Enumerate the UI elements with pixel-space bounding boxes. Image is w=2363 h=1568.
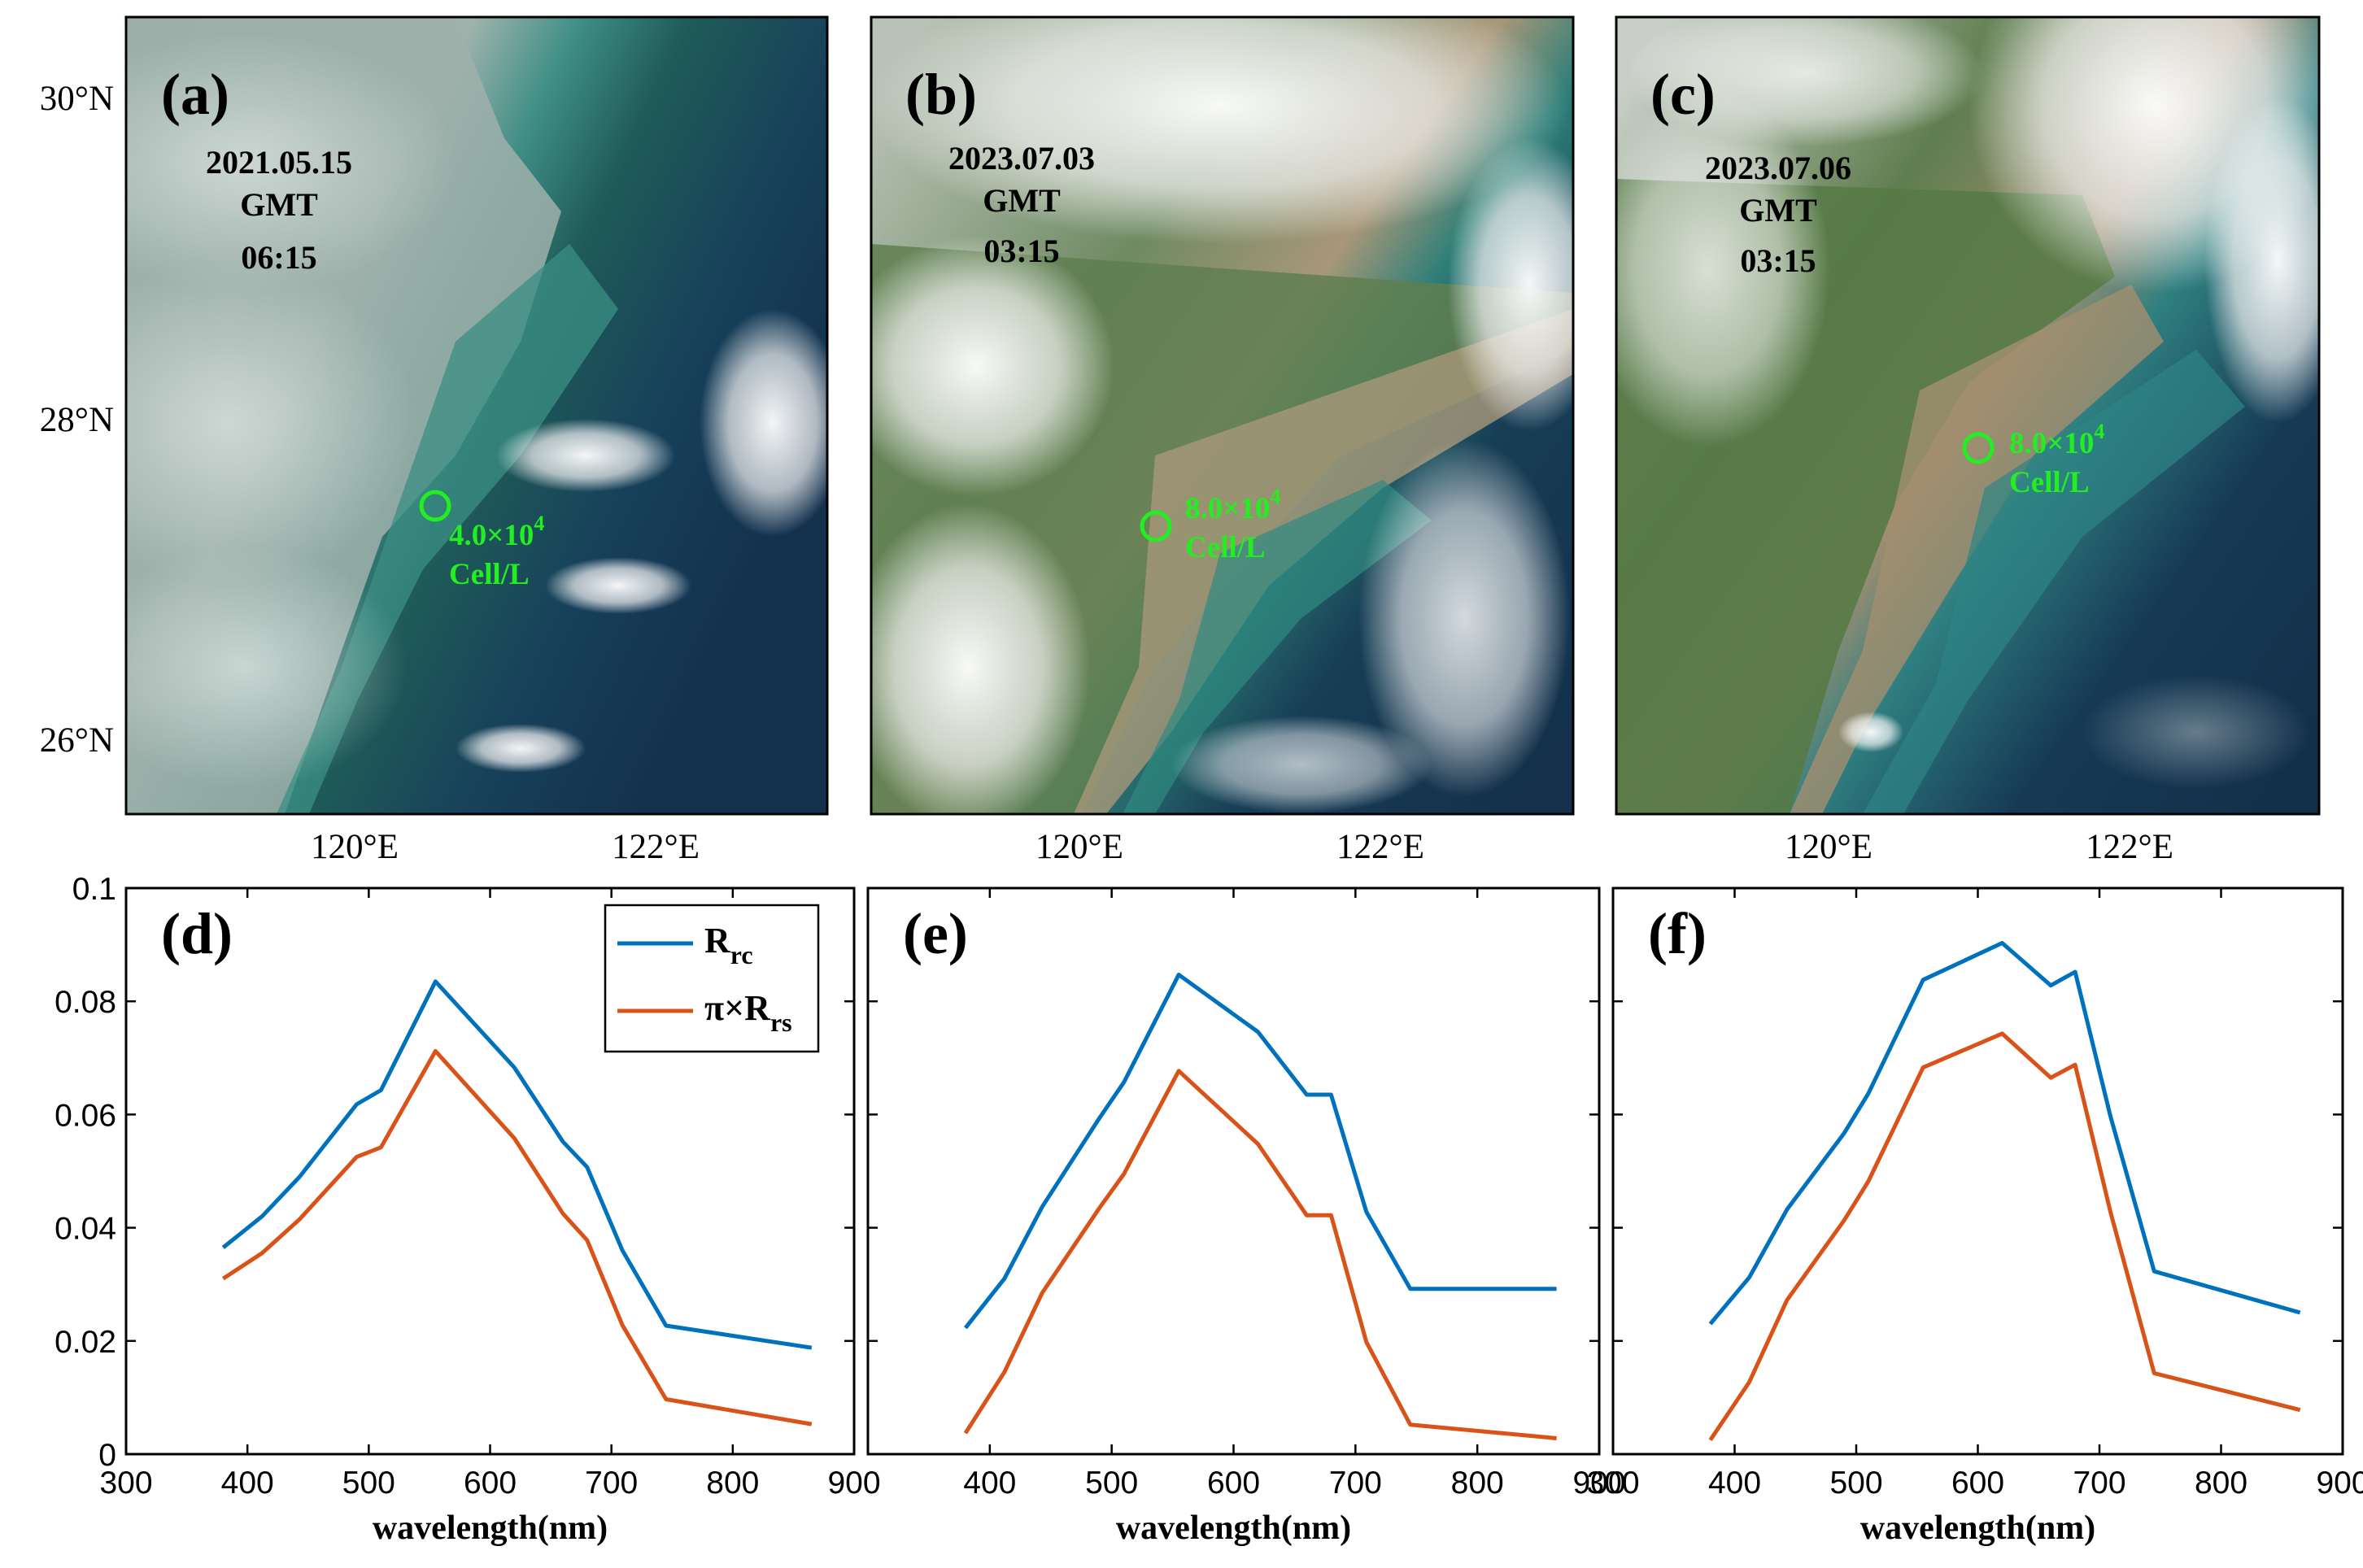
- legend-rrc-sub: rc: [730, 940, 753, 969]
- series-line-pirrs: [1708, 1031, 2301, 1441]
- density-b-mantissa: 8.0×10: [1185, 492, 1270, 525]
- sampling-marker-b: [1140, 510, 1172, 542]
- lon-label-b-122e: 122°E: [1336, 828, 1424, 866]
- series-line-rrc: [1708, 941, 2301, 1326]
- x-tick-label-500: 500: [1085, 1466, 1138, 1500]
- map-lat-labels: 30°N 28°N 26°N: [40, 80, 114, 760]
- unit-a: Cell/L: [449, 558, 530, 591]
- x-axis-label: wavelength(nm): [373, 1509, 608, 1547]
- legend-label-rrc: Rrc: [704, 921, 753, 969]
- legend-box: [604, 904, 820, 1053]
- series-line-rrc: [963, 973, 1557, 1330]
- x-tick-label-400: 400: [221, 1466, 274, 1500]
- y-tick-label-0.02: 0.02: [54, 1325, 116, 1360]
- zone-a: GMT: [240, 186, 318, 223]
- unit-c: Cell/L: [2009, 466, 2090, 499]
- x-tick-label-400: 400: [963, 1466, 1016, 1500]
- x-tick-label-500: 500: [342, 1466, 395, 1500]
- map-panel-c: (c) 2023.07.06 GMT 03:15 8.0×104 Cell/L: [1615, 15, 2321, 816]
- lat-label-26n: 26°N: [40, 721, 114, 760]
- spectrum-chart-f: 300 400 500 600 700 800 900 wavelength(nm) (f): [1586, 886, 2363, 1547]
- time-c: 03:15: [1740, 242, 1816, 279]
- unit-b: Cell/L: [1185, 531, 1266, 564]
- x-tick-label-900: 900: [827, 1466, 880, 1500]
- time-a: 06:15: [241, 239, 316, 276]
- legend: Rrc π×Rrs: [604, 904, 820, 1053]
- map-panel-a: (a) 2021.05.15 GMT 06:15 4.0×104 Cell/L: [124, 15, 829, 816]
- date-b: 2023.07.03: [948, 140, 1095, 176]
- density-b-exp: 4: [1270, 485, 1280, 508]
- plot-area-2: [1611, 886, 2344, 1456]
- legend-label-pirrs: π×Rrs: [704, 988, 792, 1037]
- time-b: 03:15: [983, 233, 1059, 269]
- density-c: 8.0×104: [2009, 420, 2104, 460]
- panel-label-b: (b): [905, 62, 977, 127]
- x-tick-label-400: 400: [1708, 1466, 1761, 1500]
- x-tick-label-300: 300: [99, 1466, 152, 1500]
- y-tick-label-0.1: 0.1: [72, 872, 116, 907]
- x-axis-label: wavelength(nm): [1860, 1509, 2095, 1547]
- density-a-exp: 4: [534, 512, 544, 535]
- x-tick-label-700: 700: [585, 1466, 638, 1500]
- zone-c: GMT: [1739, 192, 1817, 229]
- panel-label: (f): [1648, 901, 1707, 966]
- density-c-mantissa: 8.0×10: [2009, 427, 2094, 460]
- lon-label-c-122e: 122°E: [2086, 828, 2173, 866]
- x-tick-label-900: 900: [2316, 1466, 2363, 1500]
- lon-label-c-120e: 120°E: [1785, 828, 1873, 866]
- legend-pirrs-base: π×R: [704, 988, 771, 1028]
- map-panel-b: (b) 2023.07.03 GMT 03:15 8.0×104 Cell/L: [870, 15, 1575, 816]
- panel-label-c: (c): [1650, 62, 1716, 127]
- x-tick-label-800: 800: [2195, 1466, 2247, 1500]
- y-tick-label-0.06: 0.06: [54, 1098, 116, 1133]
- x-tick-label-600: 600: [464, 1466, 517, 1500]
- spectrum-chart-e: 400 500 600 700 800 900 wavelength(nm) (e): [866, 886, 1626, 1547]
- zone-b: GMT: [983, 182, 1061, 219]
- lat-label-28n: 28°N: [40, 401, 114, 439]
- x-tick-label-700: 700: [2073, 1466, 2125, 1500]
- x-tick-label-600: 600: [1951, 1466, 2004, 1500]
- date-c: 2023.07.06: [1705, 150, 1851, 186]
- x-tick-label-600: 600: [1207, 1466, 1260, 1500]
- satellite-image-b: [871, 17, 1573, 814]
- density-b: 8.0×104: [1185, 485, 1280, 525]
- x-tick-label-800: 800: [706, 1466, 759, 1500]
- date-a: 2021.05.15: [206, 144, 352, 181]
- panel-label: (e): [903, 901, 968, 966]
- panel-label: (d): [161, 901, 233, 966]
- legend-pirrs-sub: rs: [770, 1008, 792, 1037]
- density-c-exp: 4: [2094, 420, 2104, 443]
- satellite-image-a: [126, 17, 827, 814]
- lon-label-a-122e: 122°E: [612, 828, 700, 866]
- density-a: 4.0×104: [449, 512, 544, 552]
- y-tick-label-0: 0: [98, 1438, 116, 1473]
- x-tick-label-300: 300: [1586, 1466, 1639, 1500]
- y-tick-label-0.08: 0.08: [54, 985, 116, 1020]
- density-a-mantissa: 4.0×10: [449, 519, 534, 552]
- plot-area-1: [866, 886, 1601, 1456]
- y-tick-label-0.04: 0.04: [54, 1212, 116, 1247]
- x-axis-label: wavelength(nm): [1116, 1509, 1351, 1547]
- series-line-pirrs: [221, 1048, 813, 1426]
- lon-label-a-120e: 120°E: [311, 828, 399, 866]
- lon-label-b-120e: 120°E: [1035, 828, 1123, 866]
- series-line-pirrs: [963, 1069, 1557, 1440]
- x-tick-label-700: 700: [1329, 1466, 1382, 1500]
- panel-label-a: (a): [161, 62, 229, 127]
- satellite-image-c: [1616, 17, 2319, 814]
- sampling-marker-c: [1962, 432, 1995, 464]
- x-tick-label-800: 800: [1451, 1466, 1504, 1500]
- map-lon-labels: 120°E 122°E 120°E 122°E 120°E 122°E: [311, 828, 2173, 866]
- series-line-rrc: [221, 979, 813, 1350]
- x-tick-label-900: 900: [1572, 1466, 1625, 1500]
- legend-rrc-base: R: [704, 921, 731, 960]
- x-tick-label-500: 500: [1829, 1466, 1882, 1500]
- sampling-marker-a: [419, 490, 451, 522]
- lat-label-30n: 30°N: [40, 80, 114, 118]
